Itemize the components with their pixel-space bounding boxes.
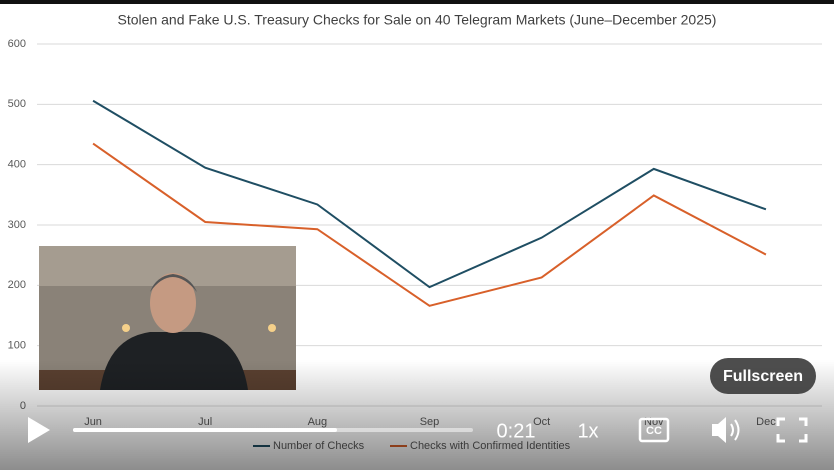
- y-tick-label: 400: [8, 159, 26, 171]
- top-bar: [0, 0, 834, 4]
- y-tick-label: 300: [8, 219, 26, 231]
- y-tick-label: 200: [8, 279, 26, 291]
- progress-played: [73, 428, 337, 432]
- person-head: [150, 273, 196, 333]
- series-line: [92, 99, 767, 289]
- y-tick-label: 500: [8, 98, 26, 110]
- captions-label: CC: [646, 425, 662, 437]
- play-button[interactable]: [28, 417, 50, 443]
- tooltip: [710, 358, 816, 394]
- volume-button[interactable]: [712, 417, 726, 443]
- wall-lamp: [268, 324, 276, 332]
- controls: 0:21 1x CC Fullscreen: [28, 358, 816, 443]
- controls-gradient: [0, 360, 834, 470]
- wall-lamp: [122, 324, 130, 332]
- speed-button[interactable]: 1x: [577, 420, 598, 442]
- volume-waves: [730, 419, 740, 441]
- y-tick-label: 600: [8, 38, 26, 50]
- y-tick-label: 100: [8, 340, 26, 352]
- series-line: [92, 142, 767, 307]
- captions-button[interactable]: [638, 417, 670, 443]
- tooltip-label: Fullscreen: [723, 368, 803, 385]
- fullscreen-button[interactable]: [776, 417, 808, 443]
- person-hair: [150, 274, 197, 292]
- time: 0:21: [497, 420, 536, 442]
- chart-title: Stolen and Fake U.S. Treasury Checks for…: [118, 12, 717, 28]
